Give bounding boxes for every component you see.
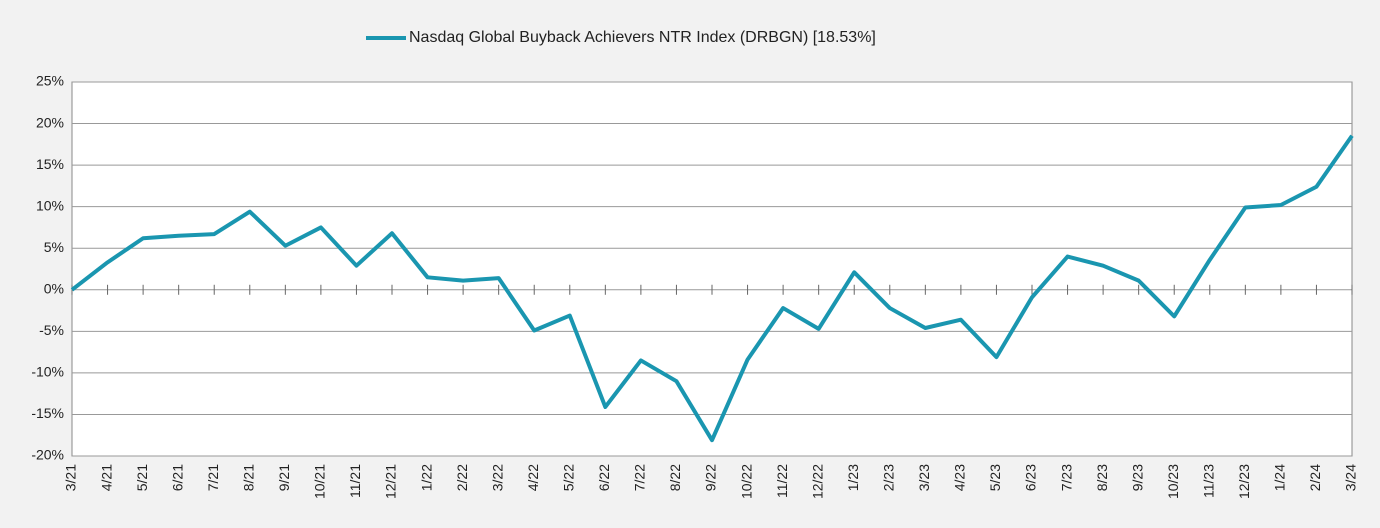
- x-tick-label: 2/24: [1307, 464, 1323, 491]
- legend-label: Nasdaq Global Buyback Achievers NTR Inde…: [409, 29, 876, 46]
- x-tick-label: 2/23: [880, 464, 896, 491]
- x-tick-label: 4/22: [525, 464, 541, 491]
- y-tick-label: -15%: [31, 405, 64, 421]
- x-tick-label: 6/23: [1023, 464, 1039, 491]
- x-tick-label: 3/23: [916, 464, 932, 491]
- y-tick-label: -5%: [39, 322, 64, 338]
- y-tick-label: 5%: [44, 239, 64, 255]
- x-tick-label: 12/21: [383, 464, 399, 499]
- x-tick-label: 5/23: [987, 464, 1003, 491]
- x-tick-label: 3/22: [489, 464, 505, 491]
- y-tick-label: 15%: [36, 156, 64, 172]
- x-tick-label: 9/23: [1129, 464, 1145, 491]
- x-tick-label: 9/21: [276, 464, 292, 491]
- y-tick-label: 20%: [36, 114, 64, 130]
- x-tick-label: 2/22: [454, 464, 470, 491]
- x-tick-label: 5/21: [134, 464, 150, 491]
- y-tick-label: -20%: [31, 447, 64, 463]
- x-tick-label: 11/21: [347, 464, 363, 498]
- y-tick-label: 0%: [44, 280, 64, 296]
- plot-area: [71, 81, 1353, 457]
- x-tick-label: 10/21: [312, 464, 328, 499]
- x-tick-label: 12/23: [1236, 464, 1252, 499]
- x-tick-label: 12/22: [809, 464, 825, 499]
- x-tick-label: 7/22: [632, 464, 648, 491]
- y-tick-label: 10%: [36, 197, 64, 213]
- x-tick-label: 1/23: [845, 464, 861, 491]
- x-tick-label: 8/21: [240, 464, 256, 491]
- x-tick-label: 4/21: [98, 464, 114, 491]
- x-tick-label: 6/22: [596, 464, 612, 491]
- x-tick-label: 3/21: [63, 464, 79, 491]
- x-tick-label: 8/23: [1094, 464, 1110, 491]
- x-tick-label: 3/24: [1343, 464, 1359, 491]
- x-tick-label: 7/21: [205, 464, 221, 491]
- x-tick-label: 8/22: [667, 464, 683, 491]
- y-tick-label: 25%: [36, 73, 64, 89]
- x-tick-label: 11/22: [774, 464, 790, 498]
- x-tick-label: 4/23: [952, 464, 968, 491]
- x-tick-label: 5/22: [560, 464, 576, 491]
- x-tick-label: 1/24: [1272, 464, 1288, 491]
- series-line: [70, 134, 1354, 443]
- x-tick-label: 10/23: [1165, 464, 1181, 499]
- x-tick-label: 7/23: [1058, 464, 1074, 491]
- x-tick-label: 6/21: [169, 464, 185, 491]
- x-tick-label: 11/23: [1200, 464, 1216, 498]
- x-tick-label: 10/22: [738, 464, 754, 499]
- x-tick-label: 9/22: [703, 464, 719, 491]
- x-tick-label: 1/22: [418, 464, 434, 491]
- y-tick-label: -10%: [31, 364, 64, 380]
